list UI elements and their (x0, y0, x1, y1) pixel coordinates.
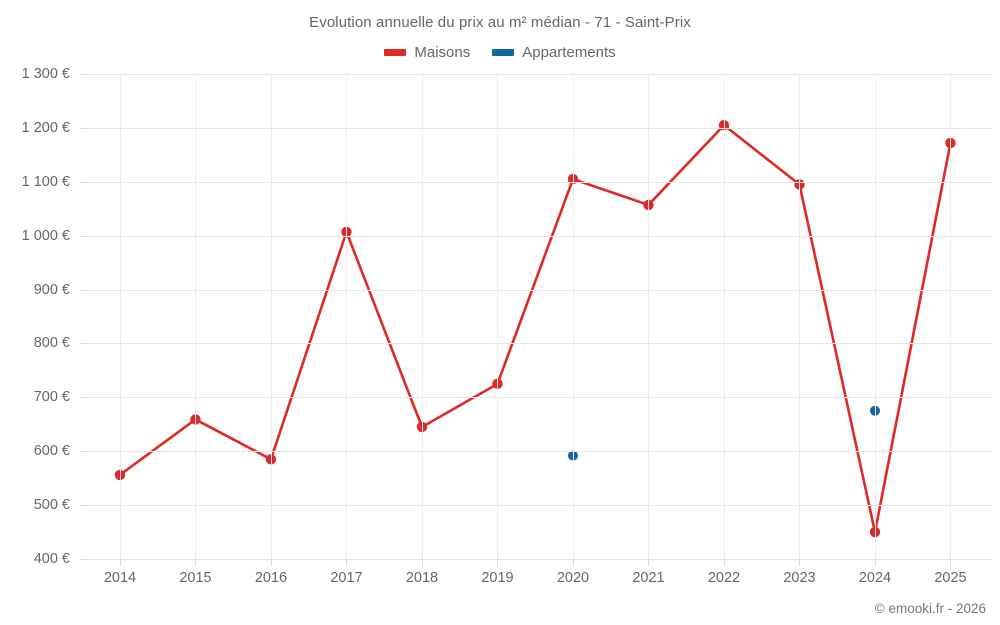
x-axis-tick (799, 559, 801, 566)
gridline-vertical (874, 74, 876, 559)
y-axis-tick (80, 289, 86, 291)
gridline-horizontal (86, 127, 992, 129)
legend-swatch-appartements (492, 49, 515, 56)
y-axis-tick (80, 343, 86, 345)
gridline-horizontal (86, 505, 992, 507)
gridline-vertical (195, 74, 197, 559)
x-axis-tick (270, 559, 272, 566)
x-axis-label: 2024 (858, 570, 892, 586)
chart-legend: Maisons Appartements (0, 44, 1000, 61)
x-axis-label: 2021 (632, 570, 665, 586)
y-axis-tick (80, 559, 86, 560)
y-axis-tick (80, 127, 86, 129)
x-axis-tick (119, 559, 121, 566)
y-axis-tick (80, 451, 86, 453)
x-axis-label: 2018 (405, 570, 439, 586)
y-axis-label: 700 € (33, 389, 70, 406)
gridline-horizontal (86, 451, 992, 453)
gridline-horizontal (86, 74, 992, 75)
x-axis-tick (723, 559, 725, 566)
gridline-horizontal (86, 343, 992, 345)
gridline-vertical (497, 74, 499, 559)
x-axis-label: 2016 (254, 570, 288, 586)
gridline-vertical (572, 74, 574, 559)
plot-area: 400 € 500 € 600 € 700 € 800 € 900 € 1 000 € 1 1… (22, 66, 992, 586)
y-axis-tick (80, 181, 86, 183)
gridline-horizontal (86, 181, 992, 183)
legend-label-appartements: Appartements (522, 44, 616, 61)
y-axis-tick (80, 505, 86, 507)
gridline-vertical (346, 74, 348, 559)
x-axis-label: 2023 (783, 570, 816, 586)
x-axis-tick (421, 559, 423, 566)
chart-title: Evolution annuelle du prix au m² médian … (309, 14, 691, 31)
x-axis-label: 2015 (179, 570, 212, 586)
x-axis-tick (346, 559, 348, 566)
y-axis-label: 1 300 € (21, 66, 70, 82)
y-axis-label: 600 € (33, 443, 70, 460)
y-axis-label: 1 100 € (21, 173, 70, 190)
x-axis-label: 2022 (707, 570, 741, 586)
x-axis-label: 2019 (481, 570, 514, 586)
legend-item-maisons[interactable]: Maisons (384, 44, 470, 61)
copyright-credit: © emooki.fr - 2026 (874, 601, 986, 616)
y-axis-label: 1 000 € (21, 227, 70, 244)
x-axis-tick (195, 559, 197, 566)
gridline-vertical (119, 74, 121, 559)
chart-data-layer (114, 119, 956, 538)
x-axis-tick (497, 559, 499, 566)
y-axis-label: 400 € (33, 551, 70, 567)
y-axis-tick (80, 397, 86, 399)
y-axis-label: 500 € (33, 497, 70, 514)
y-axis-label: 900 € (33, 281, 70, 298)
gridline-vertical (950, 74, 952, 559)
y-axis-label: 800 € (33, 335, 70, 352)
legend-swatch-maisons (384, 49, 407, 56)
x-axis-label: 2014 (103, 570, 137, 586)
x-axis-tick (874, 559, 876, 566)
gridline-horizontal (86, 289, 992, 291)
y-axis-label: 1 200 € (21, 119, 70, 136)
gridline-horizontal (86, 559, 992, 560)
gridline-horizontal (86, 235, 992, 237)
legend-item-appartements[interactable]: Appartements (492, 44, 616, 61)
y-axis-tick (80, 235, 86, 237)
gridline-horizontal (86, 397, 992, 399)
gridline-vertical (270, 74, 272, 559)
x-axis-label: 2025 (934, 570, 967, 586)
x-axis-label: 2020 (556, 570, 590, 586)
x-axis-label: 2017 (330, 570, 363, 586)
x-axis-tick (572, 559, 574, 566)
series-line-maisons (118, 123, 952, 534)
y-axis-tick (80, 74, 86, 75)
x-axis-tick (950, 559, 952, 566)
gridline-vertical (799, 74, 801, 559)
gridline-vertical (421, 74, 423, 559)
gridline-vertical (723, 74, 725, 559)
legend-label-maisons: Maisons (414, 44, 471, 61)
gridline-vertical (648, 74, 650, 559)
x-axis-tick (648, 559, 650, 566)
